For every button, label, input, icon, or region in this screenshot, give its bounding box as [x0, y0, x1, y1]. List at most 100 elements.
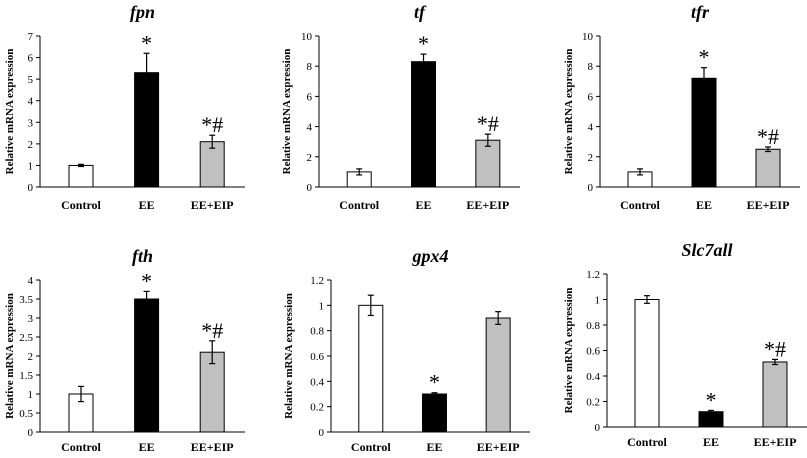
chart-panel-3: fth Relative mRNA expression 0 0.5 1 1.5 2 2.5 3… [4, 246, 245, 454]
significance-marker: *# [201, 318, 223, 343]
y-tick-label: 2 [28, 351, 34, 363]
category-label: EE+EIP [747, 198, 790, 212]
category-label: EE+EIP [754, 435, 797, 449]
category-label: Control [61, 440, 101, 454]
y-tick-label: 4 [307, 122, 313, 134]
y-tick-label: 1.2 [586, 269, 600, 281]
y-axis-label: Relative mRNA expression [563, 288, 575, 414]
y-tick-label: 7 [28, 31, 34, 43]
y-tick-label: 0.6 [586, 346, 600, 358]
y-tick-label: 1 [319, 300, 325, 312]
y-tick-label: 3.5 [19, 294, 33, 306]
bar-ee [698, 411, 724, 428]
y-tick-label: 0.2 [310, 402, 324, 414]
category-label: EE+EIP [191, 198, 234, 212]
category-label: EE [426, 440, 442, 454]
bar-control [358, 304, 384, 433]
y-axis-label: Relative mRNA expression [4, 293, 16, 419]
bar-control [634, 299, 660, 428]
bar-ee-eip [762, 361, 788, 428]
bar-control [68, 164, 94, 188]
chart-panel-5: Slc7all Relative mRNA expression 0 0.2 0.4 0.… [563, 240, 807, 449]
bar-ee [691, 77, 717, 188]
significance-marker: * [699, 45, 710, 70]
y-tick-label: 0.8 [586, 320, 600, 332]
y-tick-label: 0.6 [310, 351, 324, 363]
y-tick-label: 1.5 [19, 370, 33, 382]
y-tick-label: 0 [28, 427, 34, 439]
y-tick-label: 0 [28, 182, 34, 194]
significance-marker: * [706, 387, 717, 412]
bar-ee-eip [475, 139, 501, 188]
y-tick-label: 10 [301, 31, 313, 43]
y-tick-label: 4 [588, 122, 594, 134]
category-label: EE [416, 198, 432, 212]
y-tick-label: 0 [319, 427, 325, 439]
y-axis-label: Relative mRNA expression [283, 293, 295, 419]
significance-marker: * [141, 30, 152, 55]
y-tick-label: 0.5 [19, 408, 33, 420]
chart-panel-0: fpn Relative mRNA expression 0 1 2 3 4 5 6 7 Contr… [4, 2, 245, 212]
y-tick-label: 10 [582, 31, 594, 43]
bar-ee [411, 61, 437, 188]
y-tick-label: 6 [28, 53, 34, 65]
significance-marker: *# [764, 336, 786, 361]
significance-marker: * [141, 268, 152, 293]
category-label: EE+EIP [191, 440, 234, 454]
bar-ee [134, 72, 160, 188]
y-tick-label: 0.8 [310, 326, 324, 338]
chart-panel-4: gpx4 Relative mRNA expression 0 0.2 0.4 0.6 0.… [283, 246, 530, 454]
chart-title: fpn [130, 2, 155, 22]
significance-marker: * [429, 370, 440, 395]
y-tick-label: 4 [28, 275, 34, 287]
bar-ee-eip [199, 351, 225, 433]
significance-marker: *# [757, 124, 779, 149]
bar-ee [421, 393, 447, 433]
bar-ee-eip [485, 317, 511, 433]
y-tick-label: 2.5 [19, 332, 33, 344]
y-tick-label: 4 [28, 96, 34, 108]
y-tick-label: 8 [307, 61, 313, 73]
chart-title: tfr [691, 2, 710, 22]
chart-panel-1: tf Relative mRNA expression 0 2 4 6 8 10 Control… [281, 2, 520, 212]
chart-panel-2: tfr Relative mRNA expression 0 2 4 6 8 10 Contro… [563, 2, 800, 212]
y-tick-label: 0.2 [586, 397, 600, 409]
y-tick-label: 1 [28, 160, 34, 172]
y-tick-label: 0 [588, 182, 594, 194]
y-axis-label: Relative mRNA expression [281, 49, 293, 175]
y-tick-label: 2 [28, 139, 34, 151]
category-label: Control [339, 198, 379, 212]
y-tick-label: 1 [28, 389, 34, 401]
y-tick-label: 8 [588, 61, 594, 73]
y-tick-label: 3 [28, 313, 34, 325]
y-tick-label: 1 [595, 295, 601, 307]
category-label: Control [351, 440, 391, 454]
chart-title: fth [132, 246, 153, 266]
y-tick-label: 6 [588, 91, 594, 103]
bar-ee [134, 298, 160, 433]
y-tick-label: 1.2 [310, 275, 324, 287]
category-label: EE [139, 440, 155, 454]
category-label: Control [61, 198, 101, 212]
chart-title: gpx4 [412, 246, 449, 266]
bar-ee-eip [755, 148, 781, 188]
y-tick-label: 2 [307, 152, 313, 164]
y-axis-label: Relative mRNA expression [563, 49, 575, 175]
category-label: EE [696, 198, 712, 212]
significance-marker: *# [477, 111, 499, 136]
y-axis-label: Relative mRNA expression [4, 49, 16, 175]
category-label: EE [139, 198, 155, 212]
category-label: Control [627, 435, 667, 449]
y-tick-label: 5 [28, 74, 34, 86]
category-label: EE+EIP [466, 198, 509, 212]
y-tick-label: 0.4 [586, 371, 600, 383]
y-tick-label: 6 [307, 91, 313, 103]
category-label: EE [703, 435, 719, 449]
y-tick-label: 2 [588, 152, 594, 164]
y-tick-label: 0 [595, 422, 601, 434]
chart-title: tf [414, 2, 427, 22]
significance-marker: * [418, 31, 429, 56]
chart-title: Slc7all [681, 240, 732, 260]
y-tick-label: 0.4 [310, 376, 324, 388]
